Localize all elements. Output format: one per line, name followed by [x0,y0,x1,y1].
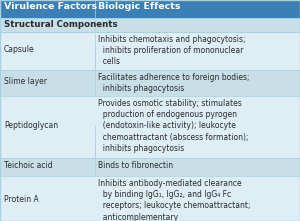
Text: Virulence Factors: Virulence Factors [4,2,97,11]
Text: Structural Components: Structural Components [4,20,118,29]
Bar [0,158,300,176]
Text: Inhibits antibody-mediated clearance
  by binding IgG₁, IgG₂, and IgG₄ Fc
  rece: Inhibits antibody-mediated clearance by … [98,179,251,221]
Bar [0,0,300,18]
Text: Capsule: Capsule [4,46,34,55]
Bar [0,32,300,70]
Bar [0,18,300,32]
Text: Teichoic acid: Teichoic acid [4,162,52,170]
Text: Facilitates adherence to foreign bodies;
  inhibits phagocytosis: Facilitates adherence to foreign bodies;… [98,73,250,93]
Text: Slime layer: Slime layer [4,78,47,86]
Text: Peptidoglycan: Peptidoglycan [4,122,58,130]
Bar [0,176,300,221]
Text: Binds to fibronectin: Binds to fibronectin [98,161,174,170]
Text: Inhibits chemotaxis and phagocytosis;
  inhibits proliferation of mononuclear
  : Inhibits chemotaxis and phagocytosis; in… [98,35,246,67]
Text: Biologic Effects: Biologic Effects [98,2,181,11]
Bar [0,96,300,158]
Text: Protein A: Protein A [4,196,39,204]
Text: Provides osmotic stability; stimulates
  production of endogenous pyrogen
  (end: Provides osmotic stability; stimulates p… [98,99,249,153]
Bar [0,70,300,96]
